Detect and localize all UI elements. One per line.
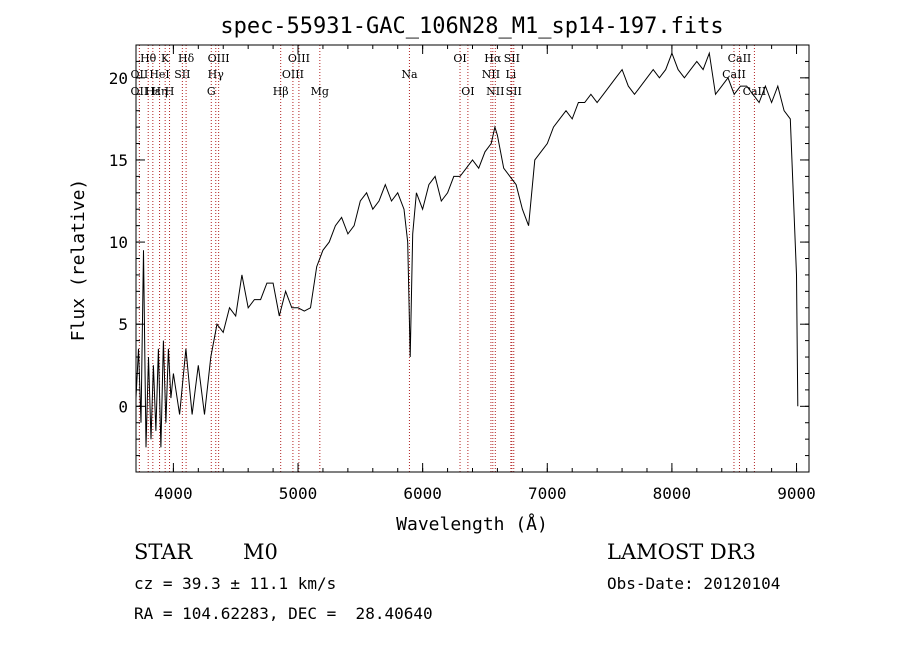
x-tick-label: 5000 bbox=[279, 484, 318, 503]
line-marker-label: OIII bbox=[288, 52, 310, 65]
line-marker-label: Hε bbox=[145, 85, 161, 98]
line-marker-label: Hδ bbox=[178, 52, 195, 65]
line-marker-label: OIII bbox=[282, 68, 304, 81]
spectrum-line bbox=[135, 51, 799, 448]
y-tick-label: 5 bbox=[118, 315, 128, 334]
line-marker-label: NII bbox=[482, 68, 500, 81]
line-marker-label: CaII bbox=[728, 52, 752, 65]
line-marker-label: SII bbox=[504, 52, 520, 65]
coordinates: RA = 104.62283, DEC = 28.40640 bbox=[134, 604, 433, 623]
y-axis-label: Flux (relative) bbox=[68, 179, 89, 342]
line-marker-label: OI bbox=[461, 85, 474, 98]
y-tick-label: 0 bbox=[118, 397, 128, 416]
line-marker-label: OI bbox=[453, 52, 466, 65]
line-marker-label: K bbox=[161, 52, 170, 65]
object-type: STAR bbox=[134, 540, 193, 564]
line-marker-label: Na bbox=[401, 68, 418, 81]
line-marker-label: Mg bbox=[311, 85, 329, 98]
x-axis-ticks: 4000 5000 6000 7000 8000 9000 bbox=[154, 45, 816, 503]
x-tick-label: 8000 bbox=[653, 484, 692, 503]
line-marker-label: OII bbox=[131, 85, 149, 98]
line-markers bbox=[138, 45, 755, 472]
y-axis-ticks: 0 5 10 15 20 bbox=[109, 60, 809, 457]
line-marker-label: CaII bbox=[722, 68, 746, 81]
line-marker-label: Hβ bbox=[273, 85, 289, 98]
y-tick-label: 15 bbox=[109, 151, 128, 170]
y-tick-label: 20 bbox=[109, 69, 128, 88]
line-marker-label: Hα bbox=[484, 52, 502, 65]
x-tick-label: 6000 bbox=[403, 484, 442, 503]
line-marker-label: G bbox=[207, 85, 216, 98]
line-marker-label: Hη bbox=[151, 85, 167, 98]
plot-frame bbox=[135, 44, 810, 473]
redshift-cz: cz = 39.3 ± 11.1 km/s bbox=[134, 574, 337, 593]
line-marker-label: Hγ bbox=[208, 68, 225, 81]
survey-name: LAMOST DR3 bbox=[607, 540, 756, 564]
subclass: M0 bbox=[243, 540, 278, 564]
x-tick-label: 7000 bbox=[528, 484, 567, 503]
x-tick-label: 4000 bbox=[154, 484, 193, 503]
obs-date: Obs-Date: 20120104 bbox=[607, 574, 781, 593]
line-marker-label: Li bbox=[505, 68, 516, 81]
line-marker-label: OII bbox=[131, 68, 149, 81]
chart-title: spec-55931-GAC_106N28_M1_sp14-197.fits bbox=[220, 14, 723, 39]
line-marker-label: OIII bbox=[208, 52, 230, 65]
line-marker-label: H bbox=[165, 85, 175, 98]
line-marker-label: HeI bbox=[149, 68, 169, 81]
line-marker-label: Hθ bbox=[140, 52, 157, 65]
x-axis-label: Wavelength (Å) bbox=[396, 513, 548, 535]
line-marker-label: SII bbox=[506, 85, 522, 98]
line-marker-label: SII bbox=[174, 68, 190, 81]
x-tick-label: 9000 bbox=[777, 484, 816, 503]
line-marker-label: NII bbox=[486, 85, 504, 98]
y-tick-label: 10 bbox=[109, 233, 128, 252]
